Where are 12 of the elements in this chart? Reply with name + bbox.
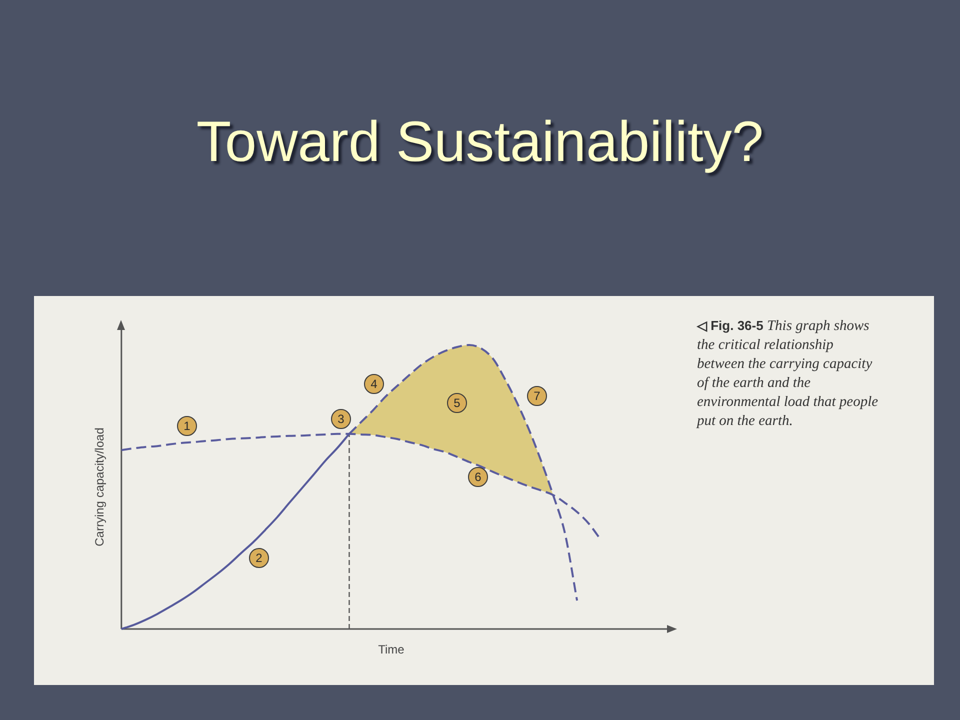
circle-badge: 2 <box>249 548 269 568</box>
circle-badge: 1 <box>177 416 197 436</box>
circle-badge: 6 <box>468 467 488 487</box>
text: the critical relationship between the carrying capacity of the earth and the environmental load that people put on the earth. <box>697 337 878 429</box>
circle-badge: 4 <box>364 374 384 394</box>
circle-badge: 7 <box>527 386 547 406</box>
text: This graph shows <box>766 318 870 334</box>
text: ◁ Fig. 36-5 <box>697 318 764 333</box>
chart-title: Toward Sustainability? <box>195 110 765 174</box>
x-axis-title: Time <box>378 642 405 657</box>
y-axis-title: Carrying capacity/load <box>92 428 107 546</box>
circle-badge: 3 <box>331 409 351 429</box>
